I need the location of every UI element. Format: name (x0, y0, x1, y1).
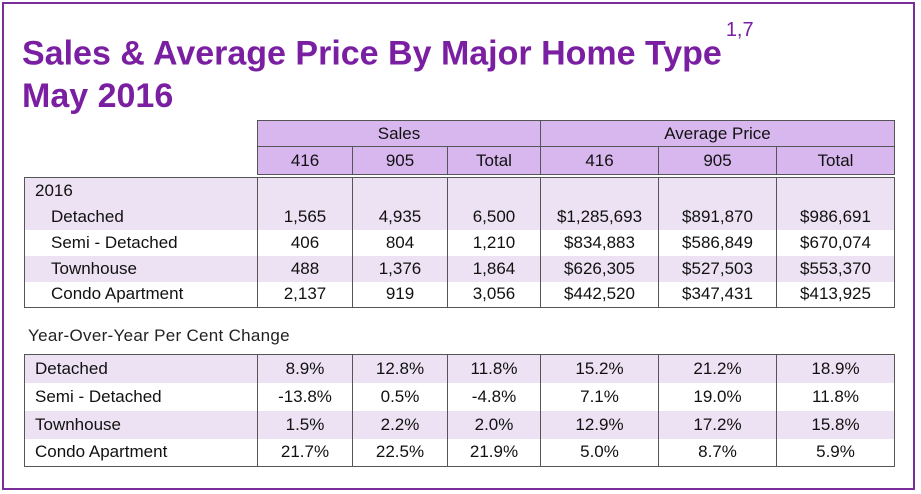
page-subtitle: May 2016 (22, 77, 174, 115)
table-cell: $891,870 (658, 203, 777, 230)
column-header: 905 (352, 146, 448, 175)
table-cell: 406 (257, 229, 353, 256)
column-header-table: Sales Average Price 416 905 Total 416 90… (257, 120, 895, 175)
table-cell: $442,520 (540, 281, 659, 308)
yoy-change-table: Detached 8.9% 12.8% 11.8% 15.2% 21.2% 18… (24, 354, 895, 467)
column-header: Total (776, 146, 895, 175)
table-cell: 21.7% (257, 438, 353, 467)
table-cell: 919 (352, 281, 448, 308)
year-label: 2016 (24, 177, 258, 204)
table-cell: 7.1% (540, 382, 659, 411)
table-cell: 2.0% (447, 410, 541, 439)
table-cell: 12.9% (540, 410, 659, 439)
table-cell: 21.9% (447, 438, 541, 467)
table-row: Detached 1,565 4,935 6,500 $1,285,693 $8… (24, 203, 895, 230)
row-label: Condo Apartment (24, 281, 258, 308)
sales-price-table: 2016 Detached 1,565 4,935 6,500 $1,285,6… (24, 177, 895, 308)
table-cell: -13.8% (257, 382, 353, 411)
table-cell: -4.8% (447, 382, 541, 411)
table-cell: 15.8% (776, 410, 895, 439)
table-cell: 22.5% (352, 438, 448, 467)
table-cell: 3,056 (447, 281, 541, 308)
table-row: Semi - Detached 406 804 1,210 $834,883 $… (24, 229, 895, 256)
row-label: Townhouse (24, 255, 258, 282)
table-cell: $834,883 (540, 229, 659, 256)
table-cell: 1.5% (257, 410, 353, 439)
column-header: 416 (540, 146, 659, 175)
table-cell: 1,565 (257, 203, 353, 230)
row-label: Detached (24, 354, 258, 383)
table-cell: $347,431 (658, 281, 777, 308)
table-cell: $1,285,693 (540, 203, 659, 230)
table-cell: 2.2% (352, 410, 448, 439)
table-cell: $986,691 (776, 203, 895, 230)
title-superscript: 1,7 (725, 19, 754, 41)
row-label: Semi - Detached (24, 229, 258, 256)
table-cell: 18.9% (776, 354, 895, 383)
table-cell: 19.0% (658, 382, 777, 411)
group-header-sales: Sales (257, 120, 541, 147)
table-row: Townhouse 488 1,376 1,864 $626,305 $527,… (24, 255, 895, 282)
table-cell: 11.8% (447, 354, 541, 383)
table-cell: 1,376 (352, 255, 448, 282)
table-cell: 1,864 (447, 255, 541, 282)
table-row: Condo Apartment 2,137 919 3,056 $442,520… (24, 281, 895, 308)
page-title: Sales & Average Price By Major Home Type… (22, 19, 754, 73)
table-cell: 8.9% (257, 354, 353, 383)
table-cell: 1,210 (447, 229, 541, 256)
table-row: Detached 8.9% 12.8% 11.8% 15.2% 21.2% 18… (24, 354, 895, 383)
row-label: Condo Apartment (24, 438, 258, 467)
table-cell: 5.9% (776, 438, 895, 467)
table-cell: 4,935 (352, 203, 448, 230)
table-cell: 21.2% (658, 354, 777, 383)
table-cell: 8.7% (658, 438, 777, 467)
page-frame (2, 2, 915, 490)
table-cell: 15.2% (540, 354, 659, 383)
column-header: 905 (658, 146, 777, 175)
table-cell: $527,503 (658, 255, 777, 282)
row-label: Semi - Detached (24, 382, 258, 411)
table-cell: $553,370 (776, 255, 895, 282)
table-cell: $413,925 (776, 281, 895, 308)
table-cell: 5.0% (540, 438, 659, 467)
table-cell: $626,305 (540, 255, 659, 282)
table-cell: $586,849 (658, 229, 777, 256)
table-cell: 11.8% (776, 382, 895, 411)
table-cell: 488 (257, 255, 353, 282)
table-cell: 0.5% (352, 382, 448, 411)
column-header: Total (447, 146, 541, 175)
row-label: Townhouse (24, 410, 258, 439)
table-cell: 17.2% (658, 410, 777, 439)
table-cell: 6,500 (447, 203, 541, 230)
row-label: Detached (24, 203, 258, 230)
table-cell: 2,137 (257, 281, 353, 308)
table-row: Condo Apartment 21.7% 22.5% 21.9% 5.0% 8… (24, 438, 895, 467)
table-cell: 804 (352, 229, 448, 256)
table-cell: $670,074 (776, 229, 895, 256)
table-row: Semi - Detached -13.8% 0.5% -4.8% 7.1% 1… (24, 382, 895, 411)
yoy-section-title: Year-Over-Year Per Cent Change (28, 326, 290, 345)
table-row: Townhouse 1.5% 2.2% 2.0% 12.9% 17.2% 15.… (24, 410, 895, 439)
group-header-average-price: Average Price (540, 120, 895, 147)
table-cell: 12.8% (352, 354, 448, 383)
column-header: 416 (257, 146, 353, 175)
